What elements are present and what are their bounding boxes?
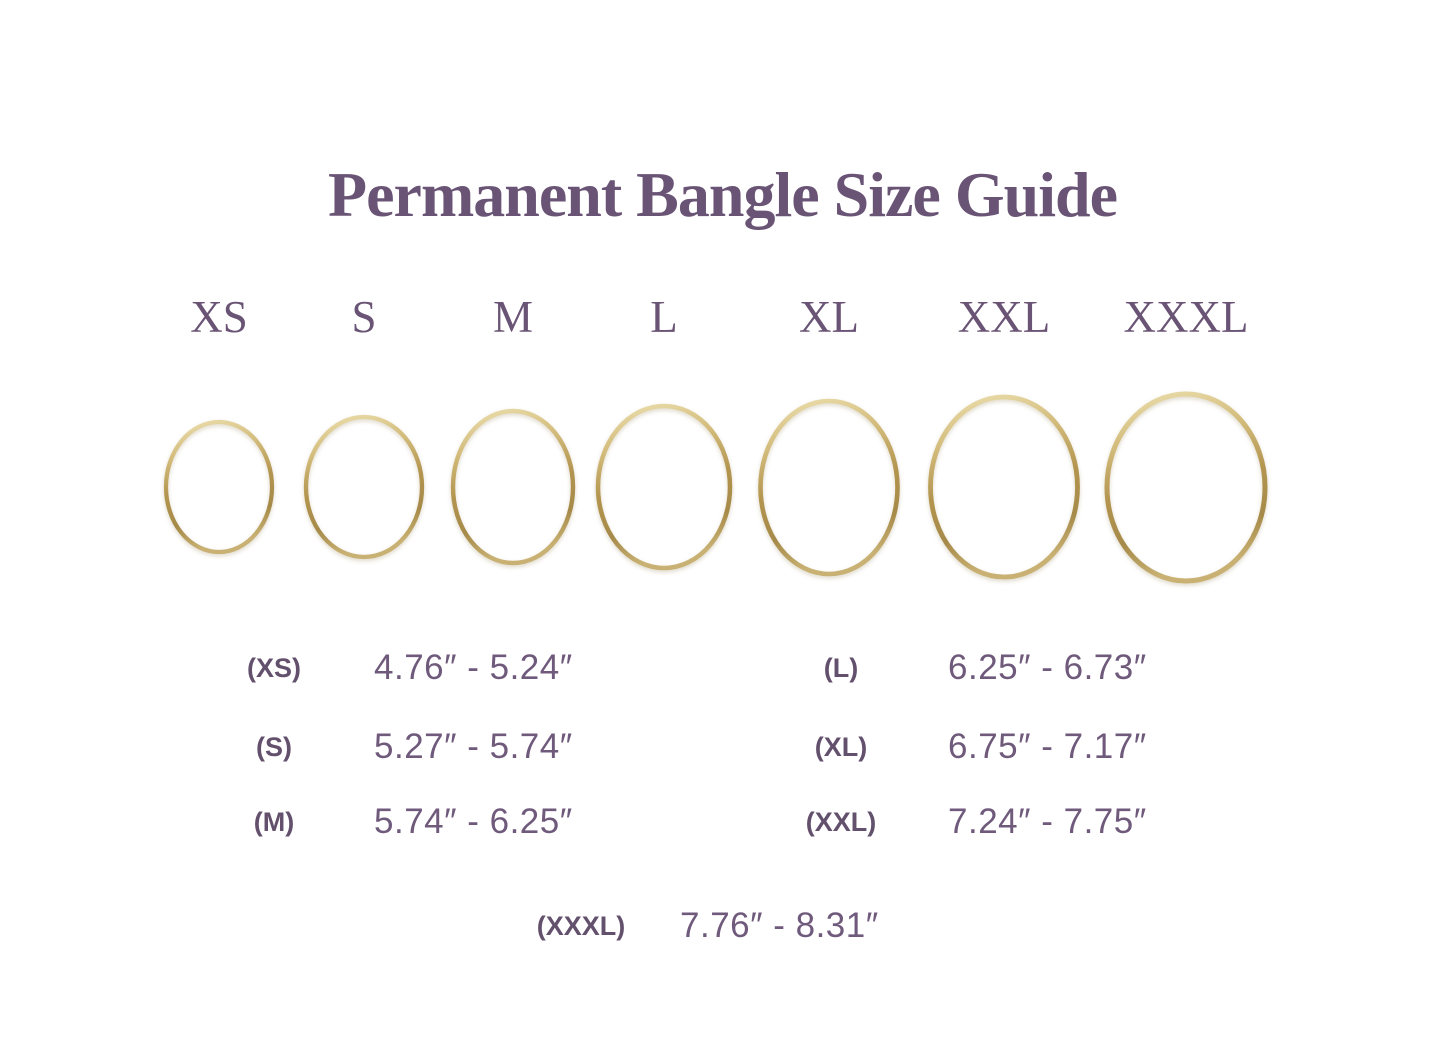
measurement-label-xxl: (XXL) [805,807,877,837]
size-label-xxl: XXL [957,292,1051,342]
measurement-range-xxxl: 7.76″ - 8.31″ [680,906,879,945]
measurement-range-xxl: 7.24″ - 7.75″ [948,802,1147,841]
measurement-label-s: (S) [256,732,292,762]
measurement-label-m: (M) [253,807,295,837]
measurement-row-4: (XXXL) 7.76″ - 8.31″ [0,902,1445,950]
size-label-s: S [351,292,377,342]
bangle-column-xl: XL [758,291,901,577]
measurement-label-xs: (XS) [247,653,301,683]
measurement-row-3: (M) 5.74″ - 6.25″ (XXL) 7.24″ - 7.75″ [0,798,1445,846]
measurement-range-s: 5.27″ - 5.74″ [374,727,573,766]
page-title: Permanent Bangle Size Guide [328,158,1118,230]
size-label-xs: XS [190,292,248,342]
bangle-column-xxl: XXL [928,291,1081,580]
bangle-ring-xxl [928,394,1080,580]
measurement-row-2: (S) 5.27″ - 5.74″ (XL) 6.75″ - 7.17″ [0,723,1445,771]
bangle-column-xxxl: XXXL [1104,291,1268,584]
measurement-label-xl: (XL) [814,732,868,762]
bangle-ring-xxxl [1104,391,1268,584]
bangle-ring-xs [163,419,275,555]
measurement-label-l: (L) [823,653,859,683]
measurement-row-1: (XS) 4.76″ - 5.24″ (L) 6.25″ - 6.73″ [0,644,1445,692]
bangle-ring-m [450,408,576,566]
bangle-ring-s [303,414,425,560]
bangle-column-l: L [595,291,733,571]
bangle-ring-l [595,403,733,571]
bangle-column-m: M [450,291,576,566]
size-label-xxxl: XXXL [1123,292,1249,342]
measurement-range-xl: 6.75″ - 7.17″ [948,727,1147,766]
bangle-column-xs: XS [163,291,275,555]
measurement-range-l: 6.25″ - 6.73″ [948,648,1147,687]
measurement-range-xs: 4.76″ - 5.24″ [374,648,573,687]
size-label-xl: XL [799,292,859,342]
measurement-label-xxxl: (XXXL) [536,911,626,941]
bangle-ring-xl [758,398,900,577]
measurement-range-m: 5.74″ - 6.25″ [374,802,573,841]
bangle-column-s: S [303,291,425,560]
size-label-l: L [650,292,678,342]
size-label-m: M [492,292,533,342]
